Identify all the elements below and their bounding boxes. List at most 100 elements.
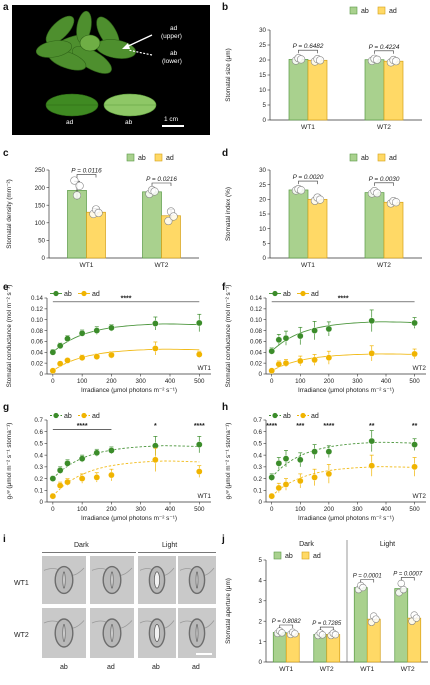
significance-stars: **** bbox=[323, 423, 334, 430]
data-point-ab bbox=[268, 347, 276, 355]
data-point-ad bbox=[282, 359, 290, 367]
panel-letter-g: g bbox=[3, 402, 10, 413]
data-point-ab bbox=[108, 447, 115, 454]
y-tick-label: 200 bbox=[35, 185, 46, 192]
y-tick-label: 0 bbox=[259, 371, 263, 378]
bar-ab-WT1 bbox=[353, 587, 368, 663]
data-point-ab bbox=[325, 325, 333, 333]
x-tick-label: 100 bbox=[295, 378, 306, 385]
stoma-icon bbox=[179, 565, 215, 595]
group-label: Dark bbox=[299, 541, 314, 548]
significance-bracket bbox=[76, 174, 97, 178]
y-tick-label: 2 bbox=[259, 618, 263, 625]
data-point-ab bbox=[411, 319, 418, 327]
micro-scale-bar-icon bbox=[196, 653, 212, 655]
bar-ad-WT2 bbox=[383, 60, 404, 121]
x-tick-label: WT2 bbox=[377, 262, 391, 269]
p-value: P = 0.7285 bbox=[312, 621, 342, 627]
chart-b: 0 5 10 15 20 25 30 Stomatal size (μm) WT1 P = 0.6… bbox=[225, 6, 422, 131]
data-point-ab bbox=[49, 475, 57, 482]
scale-label: 1 cm bbox=[164, 116, 179, 123]
fit-curve-ad bbox=[52, 460, 200, 497]
micrograph-dark-wt2-ab bbox=[42, 608, 86, 658]
panel-letter-j: j bbox=[222, 534, 225, 545]
significance-bracket bbox=[298, 49, 318, 54]
light-header: Light bbox=[162, 542, 178, 549]
y-axis-label: Stomatal aperture (μm) bbox=[225, 578, 232, 644]
panel-letter-i: i bbox=[3, 534, 6, 545]
y-tick-label: 0.14 bbox=[31, 295, 44, 302]
x-tick-label: 0 bbox=[51, 506, 55, 513]
group-label: Light bbox=[380, 541, 395, 548]
micrograph-panel: Dark Light WT1 WT2 ab ad ab ad bbox=[12, 536, 217, 684]
y-tick-label: 5 bbox=[263, 241, 267, 248]
legend-label-ab: ab bbox=[283, 291, 291, 298]
y-tick-label: 0.4 bbox=[253, 452, 262, 459]
y-tick-label: 25 bbox=[259, 42, 266, 49]
bar-ad-WT2 bbox=[383, 201, 404, 259]
chart-g: 0 0.1 0.2 0.3 0.4 0.5 0.6 0.7 gₛʷ (μmol m⁻² s⁻¹ … bbox=[6, 412, 211, 522]
x-tick-label: 300 bbox=[352, 378, 363, 385]
significance-stars: ** bbox=[412, 423, 418, 430]
data-point-ad bbox=[296, 477, 304, 485]
significance-stars: * bbox=[154, 423, 157, 430]
y-axis-label: gₛʷ (μmol m⁻² s⁻¹ stoma⁻¹) bbox=[6, 423, 13, 500]
x-tick-label: 400 bbox=[381, 506, 392, 513]
y-tick-label: 20 bbox=[259, 57, 266, 64]
x-tick-label: WT2 bbox=[155, 262, 169, 269]
micrograph-light-wt1-ab bbox=[138, 556, 176, 604]
y-tick-label: 15 bbox=[259, 211, 266, 218]
bar-ad-WT2 bbox=[326, 634, 341, 663]
legend-label-ab: ab bbox=[64, 291, 72, 298]
data-point-ad bbox=[372, 615, 380, 623]
chart-d: 0 5 10 15 20 25 30 Stomatal index (%) WT1 P = 0.0… bbox=[225, 153, 422, 269]
data-point-ad bbox=[275, 484, 283, 492]
data-point-ab bbox=[411, 441, 418, 448]
legend-label-ab: ab bbox=[64, 413, 72, 420]
bar-ad-WT2 bbox=[407, 617, 422, 663]
y-tick-label: 0 bbox=[259, 659, 263, 666]
significance-stars: ** bbox=[369, 423, 375, 430]
stoma-icon bbox=[139, 618, 175, 648]
micrograph-dark-wt1-ad bbox=[90, 556, 134, 604]
y-tick-label: 0.10 bbox=[250, 317, 263, 324]
x-tick-label: 0 bbox=[270, 506, 274, 513]
lower-label-2: (lower) bbox=[162, 58, 182, 65]
y-tick-label: 0.02 bbox=[31, 360, 44, 367]
data-point-ad bbox=[56, 482, 64, 489]
legend-label-ad: ad bbox=[92, 291, 100, 298]
bar-ab-WT1 bbox=[67, 190, 87, 259]
x-tick-label: WT2 bbox=[320, 666, 334, 673]
x-tick-label: WT2 bbox=[401, 666, 415, 673]
legend-marker-ab bbox=[272, 412, 278, 419]
y-tick-label: 250 bbox=[35, 167, 46, 174]
legend-swatch-ab bbox=[273, 551, 282, 560]
legend-swatch-ab bbox=[126, 153, 135, 162]
y-tick-label: 5 bbox=[263, 102, 267, 109]
significance-stars: *** bbox=[296, 423, 304, 430]
x-tick-label: WT2 bbox=[377, 124, 391, 131]
y-tick-label: 0.5 bbox=[34, 441, 43, 448]
data-point-ad bbox=[49, 492, 57, 500]
bar-ad-WT1 bbox=[86, 211, 106, 259]
significance-bracket bbox=[151, 182, 172, 187]
data-point-ab bbox=[75, 181, 84, 190]
col-label-ad-2: ad bbox=[192, 664, 200, 671]
legend-label-ad: ad bbox=[313, 553, 321, 560]
data-point-ab bbox=[64, 335, 71, 343]
y-axis-label: Stomatal index (%) bbox=[225, 187, 232, 241]
significance-stars: **** bbox=[266, 423, 277, 430]
plant-photo: ad (upper) ab (lower) ad ab 1 cm bbox=[12, 5, 210, 135]
y-tick-label: 150 bbox=[35, 202, 46, 209]
y-tick-label: 0.7 bbox=[34, 417, 43, 424]
legend-swatch-ad bbox=[154, 153, 163, 162]
genotype-label: WT1 bbox=[198, 365, 212, 372]
data-point-ab bbox=[282, 334, 290, 342]
y-tick-label: 0.2 bbox=[34, 476, 43, 483]
legend-marker-ad bbox=[300, 412, 306, 419]
y-tick-label: 0.14 bbox=[250, 295, 263, 302]
stoma-icon bbox=[91, 565, 133, 595]
plant-photo-drawing bbox=[35, 10, 184, 127]
fit-curve-ab bbox=[271, 441, 415, 478]
legend-label-ab: ab bbox=[285, 553, 293, 560]
